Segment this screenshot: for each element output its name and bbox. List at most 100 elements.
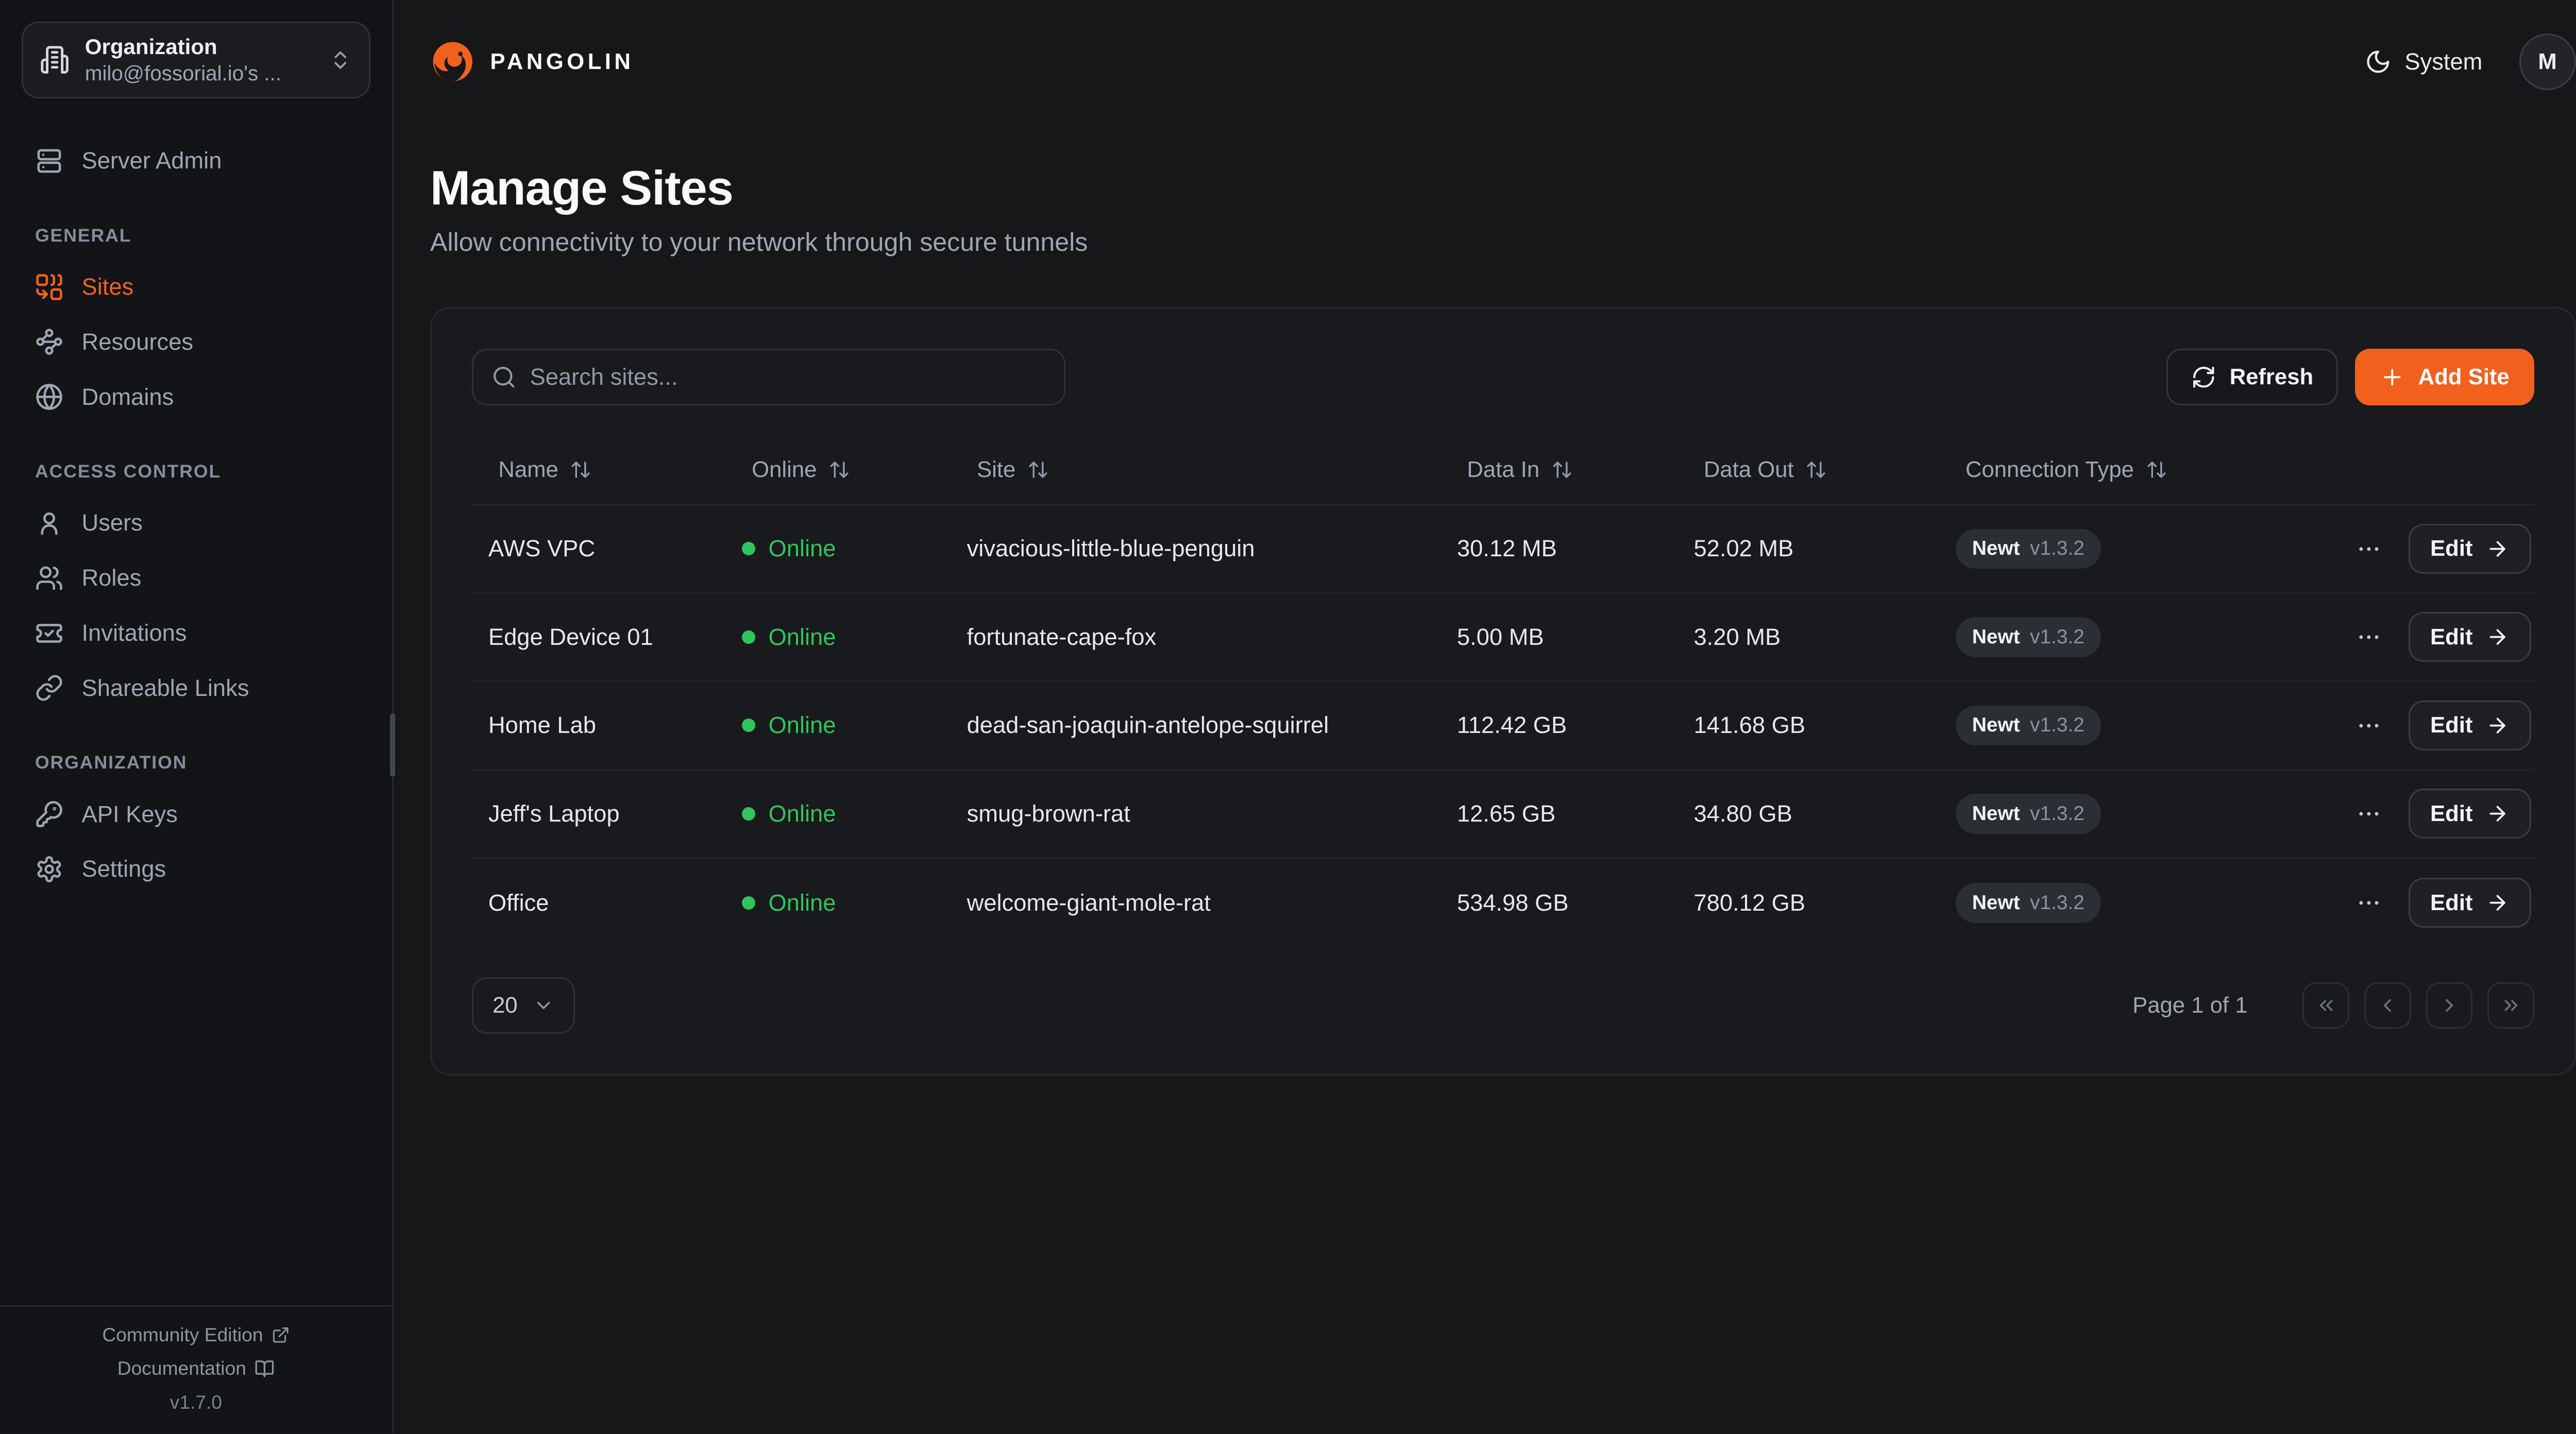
search-icon bbox=[492, 365, 517, 390]
column-header-data-in[interactable]: Data In bbox=[1440, 457, 1677, 483]
sidebar-item-label: Server Admin bbox=[81, 147, 222, 174]
org-label: Organization bbox=[84, 34, 217, 59]
documentation-link[interactable]: Documentation bbox=[117, 1357, 275, 1379]
sidebar-item-label: Users bbox=[81, 509, 143, 536]
sidebar-item-api-keys[interactable]: API Keys bbox=[22, 787, 370, 842]
row-more-button[interactable] bbox=[2349, 529, 2389, 569]
row-edit-button[interactable]: Edit bbox=[2409, 878, 2531, 928]
next-page-button[interactable] bbox=[2426, 982, 2473, 1029]
site-status-cell: Online bbox=[725, 890, 950, 916]
last-page-button[interactable] bbox=[2487, 982, 2534, 1029]
row-edit-button[interactable]: Edit bbox=[2409, 700, 2531, 750]
theme-toggle[interactable]: System bbox=[2365, 48, 2482, 75]
arrow-right-icon bbox=[2486, 714, 2509, 737]
column-header-name[interactable]: Name bbox=[472, 457, 725, 483]
sites-table: Name Online Site Data In bbox=[471, 435, 2534, 947]
column-header-connection-type[interactable]: Connection Type bbox=[1939, 457, 2327, 483]
row-edit-button[interactable]: Edit bbox=[2409, 523, 2531, 574]
topbar: PANGOLIN System M bbox=[394, 0, 2576, 90]
row-more-button[interactable] bbox=[2349, 706, 2389, 746]
search-input[interactable] bbox=[530, 364, 1045, 391]
first-page-button[interactable] bbox=[2302, 982, 2349, 1029]
sidebar-item-server-admin[interactable]: Server Admin bbox=[22, 133, 370, 189]
table-row: AWS VPC Online vivacious-little-blue-pen… bbox=[471, 505, 2534, 594]
column-header-online[interactable]: Online bbox=[725, 457, 950, 483]
sidebar-item-domains[interactable]: Domains bbox=[22, 369, 370, 424]
page-info: Page 1 of 1 bbox=[2132, 992, 2248, 1018]
sort-icon[interactable] bbox=[1027, 459, 1049, 481]
column-header-data-out[interactable]: Data Out bbox=[1677, 457, 1939, 483]
pagination: 20 Page 1 of 1 bbox=[471, 977, 2534, 1034]
row-actions-cell: Edit bbox=[2327, 523, 2534, 574]
row-more-button[interactable] bbox=[2349, 617, 2389, 657]
status-text: Online bbox=[768, 535, 836, 562]
search-box bbox=[471, 349, 1065, 406]
building-icon bbox=[40, 45, 70, 75]
site-slug-cell: smug-brown-rat bbox=[967, 800, 1130, 827]
sidebar: Organization milo@fossorial.io's ... Ser… bbox=[0, 0, 396, 1433]
sidebar-item-shareable-links[interactable]: Shareable Links bbox=[22, 660, 370, 715]
status-text: Online bbox=[768, 623, 836, 650]
app-version: v1.7.0 bbox=[170, 1391, 223, 1413]
table-row: Jeff's Laptop Online smug-brown-rat 12.6… bbox=[471, 771, 2534, 859]
sidebar-item-resources[interactable]: Resources bbox=[22, 314, 370, 369]
data-out-cell: 52.02 MB bbox=[1693, 535, 1794, 562]
row-edit-button[interactable]: Edit bbox=[2409, 789, 2531, 839]
column-header-site[interactable]: Site bbox=[950, 457, 1440, 483]
sidebar-item-sites[interactable]: Sites bbox=[22, 260, 370, 315]
site-name-cell: Office bbox=[488, 889, 549, 916]
page-size-select[interactable]: 20 bbox=[471, 977, 575, 1034]
chevron-down-icon bbox=[533, 995, 554, 1016]
row-more-button[interactable] bbox=[2349, 794, 2389, 834]
site-slug-cell: fortunate-cape-fox bbox=[967, 623, 1157, 650]
refresh-button[interactable]: Refresh bbox=[2166, 349, 2338, 406]
community-edition-link[interactable]: Community Edition bbox=[102, 1324, 290, 1346]
arrow-right-icon bbox=[2486, 537, 2509, 560]
sort-icon[interactable] bbox=[1551, 459, 1573, 481]
sidebar-item-roles[interactable]: Roles bbox=[22, 551, 370, 606]
site-name-cell: AWS VPC bbox=[488, 535, 596, 562]
pagination-controls: Page 1 of 1 bbox=[2132, 982, 2534, 1029]
toolbar-actions: Refresh Add Site bbox=[2166, 349, 2534, 406]
page-head: Manage Sites Allow connectivity to your … bbox=[394, 90, 2576, 258]
add-site-button[interactable]: Add Site bbox=[2354, 349, 2534, 406]
arrow-right-icon bbox=[2486, 891, 2509, 914]
data-in-cell: 5.00 MB bbox=[1456, 623, 1544, 650]
sort-icon[interactable] bbox=[2146, 459, 2167, 481]
sort-icon[interactable] bbox=[828, 459, 850, 481]
row-more-button[interactable] bbox=[2349, 883, 2389, 923]
sort-icon[interactable] bbox=[1805, 459, 1827, 481]
connection-type-cell: Newt v1.3.2 bbox=[1939, 617, 2327, 657]
site-slug-cell: vivacious-little-blue-penguin bbox=[967, 535, 1255, 562]
data-out-cell: 34.80 GB bbox=[1693, 800, 1792, 827]
status-text: Online bbox=[768, 712, 836, 739]
site-name-cell: Jeff's Laptop bbox=[488, 800, 620, 827]
row-edit-button[interactable]: Edit bbox=[2409, 612, 2531, 662]
sidebar-item-label: Roles bbox=[81, 565, 142, 591]
site-name-cell: Home Lab bbox=[488, 712, 596, 739]
sidebar-item-invitations[interactable]: Invitations bbox=[22, 606, 370, 661]
link-icon bbox=[35, 674, 63, 702]
connection-type-cell: Newt v1.3.2 bbox=[1939, 705, 2327, 746]
prev-page-button[interactable] bbox=[2364, 982, 2411, 1029]
connection-type-badge: Newt v1.3.2 bbox=[1955, 883, 2102, 923]
sidebar-footer: Community Edition Documentation v1.7.0 bbox=[0, 1305, 392, 1433]
pangolin-logo-icon bbox=[430, 39, 475, 84]
sidebar-item-settings[interactable]: Settings bbox=[22, 842, 370, 897]
sort-icon[interactable] bbox=[570, 459, 591, 481]
site-status-cell: Online bbox=[725, 624, 950, 651]
connection-type-badge: Newt v1.3.2 bbox=[1955, 617, 2102, 657]
sidebar-item-users[interactable]: Users bbox=[22, 496, 370, 551]
main-area: PANGOLIN System M Manage Sites Allow con… bbox=[394, 0, 2576, 1433]
ticket-check-icon bbox=[35, 619, 63, 647]
sidebar-item-label: Settings bbox=[81, 856, 166, 882]
sidebar-item-label: API Keys bbox=[81, 800, 178, 827]
data-in-cell: 534.98 GB bbox=[1456, 889, 1569, 916]
connection-type-badge: Newt v1.3.2 bbox=[1955, 794, 2102, 834]
avatar[interactable]: M bbox=[2519, 33, 2576, 90]
online-dot-icon bbox=[741, 807, 755, 821]
connection-type-badge: Newt v1.3.2 bbox=[1955, 528, 2102, 569]
org-selector[interactable]: Organization milo@fossorial.io's ... bbox=[22, 22, 370, 98]
sidebar-resize-handle[interactable] bbox=[390, 713, 396, 777]
